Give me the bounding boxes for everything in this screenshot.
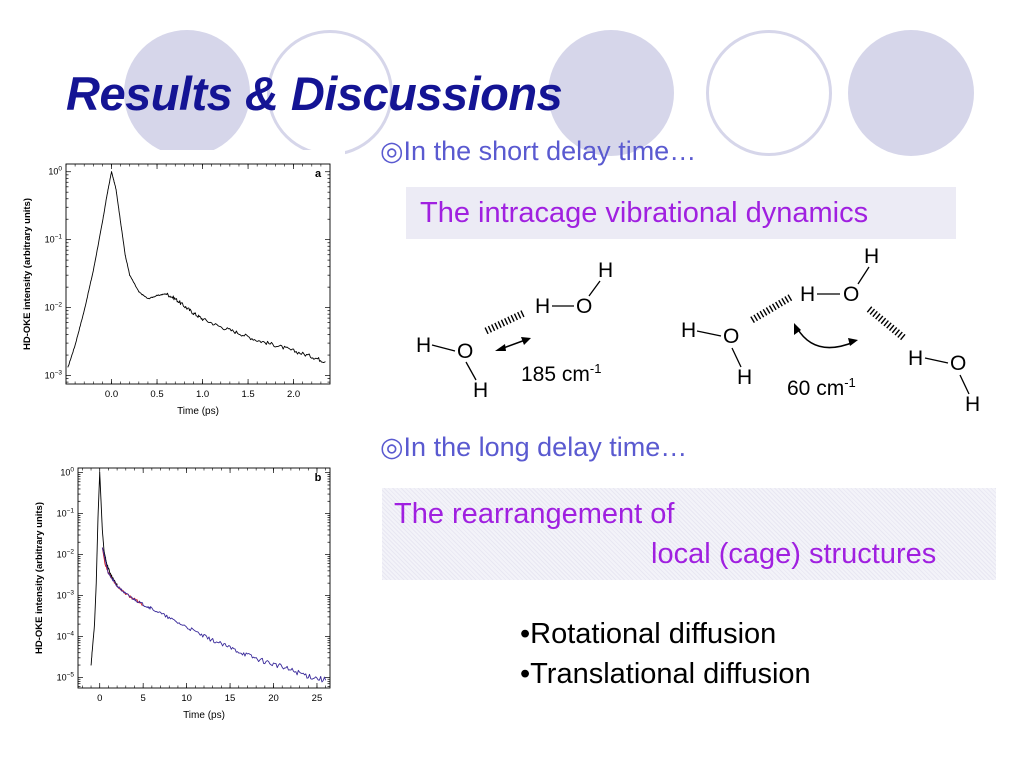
covalent-bond bbox=[924, 357, 949, 364]
oke-plot-b: 100 10−1 10−2 10−3 10−4 10−5 0 5 10 15 20 25 Time (p… bbox=[0, 452, 345, 742]
long-delay-heading: ◎In the long delay time… bbox=[380, 432, 688, 462]
x-tick-label: 25 bbox=[312, 693, 323, 704]
atom-o: O bbox=[723, 325, 740, 348]
series-line-2 bbox=[101, 547, 327, 683]
covalent-bond bbox=[959, 374, 970, 395]
x-tick-label: 5 bbox=[141, 693, 146, 704]
vibration-arrow bbox=[495, 337, 531, 351]
y-tick-label: 10−3 bbox=[57, 589, 75, 600]
covalent-bond bbox=[588, 280, 601, 297]
rearrangement-highlight: The rearrangement of local (cage) struct… bbox=[382, 488, 996, 580]
y-axis-label: HD-OKE intensity (arbitrary units) bbox=[22, 198, 33, 350]
diffusion-item-rotational: •Rotational diffusion bbox=[520, 618, 777, 650]
hydrogen-bond bbox=[750, 293, 793, 324]
slide-title: Results & Discussions bbox=[66, 67, 563, 120]
x-tick-label: 2.0 bbox=[287, 389, 300, 400]
plot-a-content: 100 10−1 10−2 10−3 0.0 0.5 1.0 1.5 2.0 Time (ps) H… bbox=[22, 163, 331, 417]
atom-o: O bbox=[950, 352, 967, 375]
decor-circle-1 bbox=[124, 30, 250, 156]
y-tick-label: 10−2 bbox=[57, 549, 75, 560]
rearrangement-line-2: local (cage) structures bbox=[651, 538, 937, 570]
plot-b-content: 100 10−1 10−2 10−3 10−4 10−5 0 5 10 15 20 25 Time (p… bbox=[34, 467, 331, 721]
short-delay-heading: ◎In the short delay time… bbox=[380, 136, 697, 166]
x-tick-label: 15 bbox=[225, 693, 236, 704]
hydrogen-bond bbox=[484, 309, 526, 335]
atom-o: O bbox=[576, 295, 593, 318]
covalent-bond bbox=[696, 330, 722, 337]
y-tick-label: 10−1 bbox=[45, 234, 63, 245]
x-tick-label: 0.0 bbox=[105, 389, 118, 400]
atom-h: H bbox=[681, 319, 697, 342]
x-axis-label: Time (ps) bbox=[177, 406, 219, 417]
x-tick-label: 20 bbox=[268, 693, 279, 704]
y-axis-label: HD-OKE intensity (arbitrary units) bbox=[34, 502, 45, 654]
diffusion-list: •Rotational diffusion •Translational dif… bbox=[520, 618, 811, 698]
atom-h: H bbox=[908, 347, 924, 370]
covalent-bond bbox=[857, 266, 870, 285]
atom-h: H bbox=[535, 295, 551, 318]
decor-circle-3 bbox=[548, 30, 674, 156]
plot-a-background bbox=[0, 150, 345, 440]
x-axis-label: Time (ps) bbox=[183, 710, 225, 721]
panel-label: b bbox=[315, 472, 322, 484]
series-line-0 bbox=[67, 171, 326, 368]
oke-plot-a: 100 10−1 10−2 10−3 0.0 0.5 1.0 1.5 2.0 Time (ps) H… bbox=[0, 150, 345, 440]
y-tick-label: 10−1 bbox=[57, 508, 75, 519]
y-tick-label: 10−3 bbox=[45, 370, 63, 381]
rearrangement-line-1: The rearrangement of bbox=[394, 498, 675, 530]
atom-h: H bbox=[800, 283, 816, 306]
atom-h: H bbox=[965, 393, 981, 416]
y-tick-label: 100 bbox=[60, 467, 74, 478]
y-tick-label: 10−4 bbox=[57, 630, 75, 641]
x-tick-label: 1.5 bbox=[241, 389, 254, 400]
diffusion-item-translational: •Translational diffusion bbox=[520, 658, 811, 690]
covalent-bond bbox=[731, 347, 742, 368]
plot-frame bbox=[65, 163, 331, 385]
x-tick-label: 0 bbox=[97, 693, 102, 704]
y-tick-label: 100 bbox=[48, 166, 62, 177]
y-tick-label: 10−5 bbox=[57, 671, 75, 682]
atom-h: H bbox=[473, 379, 489, 402]
libration-arrow bbox=[794, 323, 858, 349]
intracage-highlight: The intracage vibrational dynamics bbox=[406, 187, 956, 239]
panel-label: a bbox=[315, 168, 322, 180]
series-line-0 bbox=[90, 472, 118, 666]
wavenumber-185: 185 cm-1 bbox=[521, 361, 602, 386]
y-tick-label: 10−2 bbox=[45, 302, 63, 313]
x-tick-label: 1.0 bbox=[196, 389, 209, 400]
covalent-bond bbox=[465, 361, 477, 381]
atom-o: O bbox=[457, 340, 474, 363]
covalent-bond bbox=[431, 344, 456, 352]
atom-o: O bbox=[843, 283, 860, 306]
plot-b-background bbox=[0, 452, 345, 742]
wavenumber-60: 60 cm-1 bbox=[787, 375, 856, 400]
atom-h: H bbox=[416, 334, 432, 357]
decor-circle-5 bbox=[848, 30, 974, 156]
atom-h: H bbox=[737, 366, 753, 389]
atom-h: H bbox=[864, 245, 880, 268]
atom-h: H bbox=[598, 259, 614, 282]
decor-circle-4 bbox=[706, 30, 832, 156]
hydrogen-bond bbox=[866, 306, 907, 341]
x-tick-label: 0.5 bbox=[150, 389, 163, 400]
x-tick-label: 10 bbox=[181, 693, 192, 704]
